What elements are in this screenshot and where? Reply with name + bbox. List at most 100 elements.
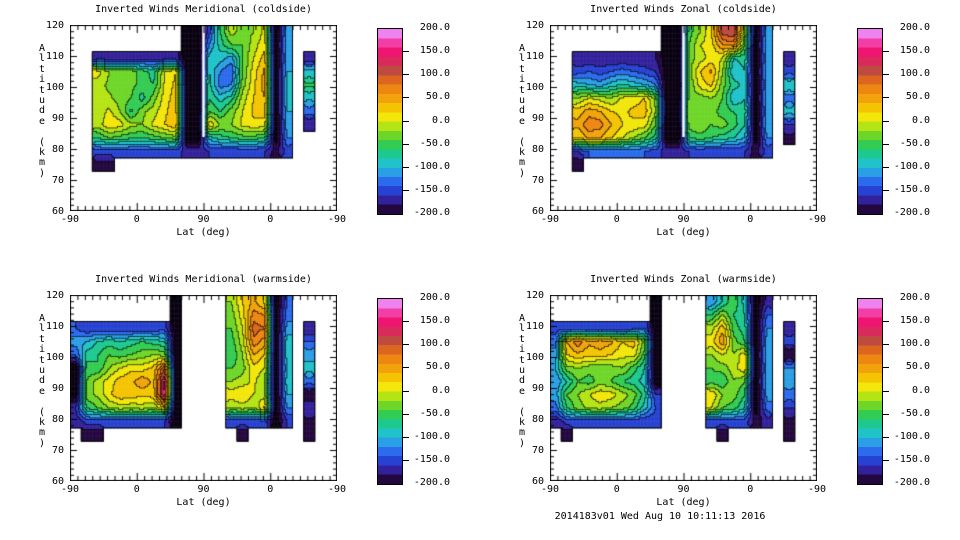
y-tick-label: 110: [525, 321, 544, 332]
y-tick-label: 120: [525, 20, 544, 31]
colorbar-tick-label: 100.0: [419, 68, 450, 80]
x-axis-label: Lat (deg): [656, 227, 711, 238]
colorbar-tick-label: -100.0: [413, 160, 450, 172]
colorbar-tick: [882, 189, 889, 191]
y-tick-label: 90: [531, 383, 544, 394]
colorbar-tick: [402, 189, 409, 191]
y-axis-label-char: t: [38, 354, 46, 366]
colorbar-tick-label: -50.0: [899, 137, 930, 149]
y-tick-label: 60: [51, 476, 64, 487]
colorbar-tick-label: -100.0: [893, 160, 930, 172]
x-tick-label: -90: [807, 214, 827, 225]
x-tick-label: 0: [747, 214, 754, 225]
y-axis-label-char: m: [518, 157, 526, 169]
colorbar-tick-label: 50.0: [425, 361, 450, 373]
y-axis-label-char: ): [38, 437, 46, 449]
colorbar-tick-label: 200.0: [419, 22, 450, 33]
y-axis-label-char: e: [38, 385, 46, 397]
y-axis-label-char: d: [518, 375, 526, 387]
panel-title: Inverted Winds Zonal (warmside): [590, 274, 777, 285]
y-axis-label-char: t: [518, 354, 526, 366]
colorbar-tick-label: 0.0: [911, 384, 930, 396]
y-tick-label: 60: [51, 206, 64, 217]
colorbar-tick-label: -100.0: [413, 430, 450, 442]
colorbar-tick-label: 200.0: [899, 22, 930, 33]
x-axis-label: Lat (deg): [176, 227, 231, 238]
y-axis-label-char: t: [38, 84, 46, 96]
y-axis-label-char: (: [38, 136, 46, 148]
x-tick-label: 0: [613, 214, 620, 225]
y-axis-label-char: (: [518, 406, 526, 418]
panel-title: Inverted Winds Meridional (warmside): [95, 274, 312, 285]
colorbar-tick: [882, 143, 889, 145]
y-axis-label-char: l: [38, 53, 46, 65]
x-tick-label: -90: [60, 214, 80, 225]
colorbar: [377, 28, 403, 215]
colorbar-tick-label: 150.0: [419, 315, 450, 327]
colorbar-tick-label: 150.0: [419, 45, 450, 57]
y-axis-label-char: e: [518, 115, 526, 127]
y-tick-label: 120: [45, 290, 64, 301]
contour-plot-canvas: [70, 25, 337, 211]
y-tick-label: 90: [51, 113, 64, 124]
colorbar-tick: [882, 120, 889, 122]
y-axis-label-char: i: [518, 74, 526, 86]
y-axis-label-char: i: [38, 344, 46, 356]
colorbar-tick-label: -150.0: [413, 183, 450, 195]
y-tick-label: 90: [531, 113, 544, 124]
y-axis-label-char: u: [38, 365, 46, 377]
y-axis-label-char: k: [38, 417, 46, 429]
y-tick-label: 80: [531, 144, 544, 155]
colorbar-tick-label: 50.0: [905, 361, 930, 373]
x-tick-label: -90: [327, 214, 347, 225]
y-axis-label-char: t: [518, 333, 526, 345]
y-axis-label-char: i: [38, 74, 46, 86]
y-axis-label-char: u: [518, 365, 526, 377]
colorbar-tick-label: -50.0: [419, 137, 450, 149]
y-axis-label-char: ): [38, 167, 46, 179]
x-tick-label: -90: [327, 484, 347, 495]
x-axis-label: Lat (deg): [656, 497, 711, 508]
y-tick-label: 60: [531, 206, 544, 217]
y-axis-label-char: i: [518, 344, 526, 356]
colorbar-tick: [402, 367, 409, 369]
y-axis-label-char: A: [38, 313, 46, 324]
colorbar-tick-label: 100.0: [899, 338, 930, 350]
colorbar-tick: [882, 74, 889, 76]
colorbar-tick-label: 150.0: [899, 315, 930, 327]
y-axis-label-char: e: [518, 385, 526, 397]
colorbar-tick: [882, 459, 889, 461]
colorbar-tick-label: 50.0: [425, 91, 450, 103]
x-tick-label: -90: [807, 484, 827, 495]
colorbar-tick: [882, 413, 889, 415]
colorbar-tick-label: 200.0: [899, 292, 930, 303]
contour-plot-canvas: [550, 25, 817, 211]
y-axis-label-char: t: [38, 333, 46, 345]
colorbar-tick-label: -200.0: [413, 207, 450, 218]
timestamp-footer: 2014183v01 Wed Aug 10 10:11:13 2016: [554, 511, 766, 522]
colorbar-tick: [882, 436, 889, 438]
x-tick-label: 0: [133, 214, 140, 225]
x-tick-label: 0: [267, 214, 274, 225]
colorbar-tick: [402, 143, 409, 145]
colorbar-tick-label: 100.0: [419, 338, 450, 350]
y-tick-label: 100: [45, 82, 64, 93]
y-tick-label: 70: [531, 445, 544, 456]
colorbar: [857, 28, 883, 215]
y-axis-label-char: u: [518, 95, 526, 107]
x-tick-label: 0: [747, 484, 754, 495]
y-axis-label-char: u: [38, 95, 46, 107]
colorbar-tick: [402, 436, 409, 438]
colorbar-tick: [402, 459, 409, 461]
colorbar-tick-label: 100.0: [899, 68, 930, 80]
y-tick-label: 120: [525, 290, 544, 301]
colorbar-tick-label: -200.0: [413, 477, 450, 488]
y-axis-label-char: (: [38, 406, 46, 418]
colorbar-tick-label: 50.0: [905, 91, 930, 103]
x-tick-label: 0: [133, 484, 140, 495]
colorbar: [377, 298, 403, 485]
panel-title: Inverted Winds Meridional (coldside): [95, 4, 312, 15]
